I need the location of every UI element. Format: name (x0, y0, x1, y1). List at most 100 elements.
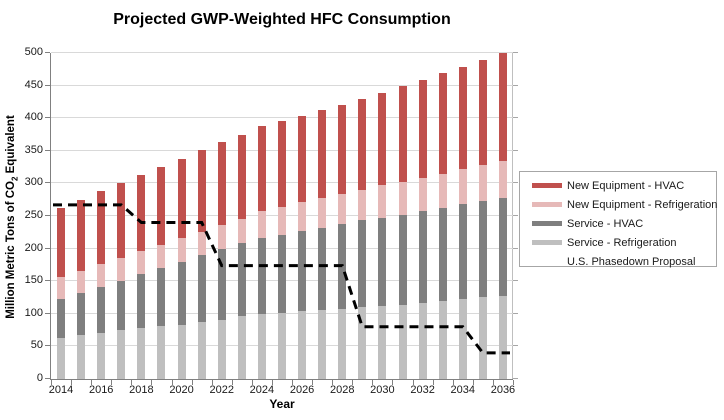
bar-segment-service-refrigeration (117, 330, 126, 379)
bar-2035 (478, 60, 487, 379)
right-border-tick (513, 84, 518, 86)
legend-swatch-new-equipment-hvac-icon (532, 183, 562, 188)
bar-segment-new-equipment-hvac (438, 73, 447, 175)
bar-segment-new-equipment-hvac (278, 120, 286, 207)
chart-title: Projected GWP-Weighted HFC Consumption (113, 11, 451, 28)
bar-segment-service-hvac (57, 299, 66, 338)
right-border-tick (513, 312, 518, 314)
bar-2027 (318, 110, 327, 379)
bar-2023 (237, 134, 246, 379)
bar-segment-new-equipment-hvac (57, 208, 66, 278)
y-axis-tick (45, 52, 50, 53)
x-axis-tick (171, 380, 173, 385)
bar-segment-new-equipment-hvac (197, 150, 206, 232)
x-axis-tick (211, 380, 213, 385)
bar-segment-service-refrigeration (498, 295, 507, 379)
x-axis-line (51, 379, 513, 380)
x-tick-label-2032: 2032 (410, 384, 435, 396)
bar-segment-new-equipment-refrigeration (378, 185, 387, 218)
bar-segment-service-refrigeration (137, 327, 146, 379)
x-tick-label-2026: 2026 (289, 384, 315, 396)
bar-segment-service-hvac (177, 261, 186, 325)
bar-segment-service-refrigeration (57, 337, 66, 379)
bar-segment-new-equipment-refrigeration (438, 174, 447, 208)
y-tick-label-150: 150 (24, 274, 43, 287)
bar-segment-service-hvac (97, 287, 106, 333)
x-axis-title: Year (269, 397, 295, 411)
y-axis-tick (45, 247, 50, 249)
bar-segment-new-equipment-hvac (77, 200, 86, 271)
bar-segment-new-equipment-refrigeration (418, 178, 427, 211)
y-axis-tick (45, 280, 50, 282)
bar-segment-new-equipment-hvac (458, 66, 467, 170)
x-axis-tick (111, 380, 113, 385)
bar-segment-new-equipment-hvac (418, 79, 427, 179)
legend-label-service-refrigeration: Service - Refrigeration (567, 236, 677, 249)
bar-2031 (398, 86, 407, 379)
bar-segment-new-equipment-refrigeration (97, 264, 106, 288)
x-axis-tick (191, 380, 193, 385)
x-tick-label-2036: 2036 (490, 384, 516, 396)
gridline-400 (51, 117, 513, 119)
bar-segment-service-hvac (257, 238, 266, 314)
legend-swatch-service-refrigeration-icon (532, 240, 562, 245)
bar-segment-new-equipment-hvac (378, 92, 387, 186)
x-axis-tick (292, 380, 294, 385)
bar-2016 (97, 191, 106, 379)
x-tick-label-2024: 2024 (249, 384, 275, 396)
bar-segment-service-hvac (117, 280, 126, 331)
bar-2033 (438, 73, 447, 379)
x-axis-tick (271, 380, 273, 385)
bar-segment-new-equipment-refrigeration (117, 257, 126, 281)
bar-segment-new-equipment-hvac (217, 142, 226, 226)
bar-segment-new-equipment-refrigeration (498, 160, 507, 198)
x-axis-tick (71, 380, 73, 385)
y-tick-label-300: 300 (24, 176, 43, 189)
bar-segment-new-equipment-hvac (137, 174, 146, 252)
x-axis-tick (412, 380, 414, 385)
bar-segment-service-hvac (358, 219, 367, 308)
y-axis-tick (45, 84, 50, 86)
y-axis-tick (45, 345, 50, 347)
right-border-tick (513, 182, 518, 184)
right-border-tick (513, 117, 518, 119)
bar-segment-new-equipment-hvac (498, 53, 507, 161)
right-border-tick (513, 247, 518, 249)
bar-segment-service-hvac (77, 292, 86, 336)
x-tick-label-2016: 2016 (88, 384, 114, 396)
plot-right-border (512, 53, 513, 380)
bar-segment-service-refrigeration (438, 301, 447, 379)
x-axis-tick (492, 380, 494, 385)
bar-segment-new-equipment-hvac (338, 104, 347, 194)
x-axis-tick (312, 380, 314, 385)
bar-segment-service-refrigeration (257, 313, 266, 379)
y-tick-label-100: 100 (24, 306, 43, 319)
x-axis-tick (91, 380, 93, 385)
bar-segment-service-hvac (378, 217, 387, 306)
gridline-450 (51, 84, 513, 86)
x-axis-tick (231, 380, 233, 385)
y-axis-tick (45, 182, 50, 184)
bar-segment-service-refrigeration (418, 302, 427, 379)
bar-segment-new-equipment-hvac (177, 158, 186, 239)
bar-segment-new-equipment-refrigeration (197, 231, 206, 256)
bar-segment-service-refrigeration (237, 316, 246, 379)
bar-2022 (217, 142, 226, 379)
bar-2019 (157, 167, 166, 379)
plot-area: 0 50 100 150 200 250 300 350 400 450 500 2014 2016 20… (25, 46, 518, 396)
x-axis-tick (251, 380, 253, 385)
bar-segment-new-equipment-hvac (257, 126, 266, 212)
bar-segment-new-equipment-hvac (298, 115, 307, 202)
bar-segment-service-refrigeration (157, 326, 166, 379)
bar-2018 (137, 174, 146, 379)
bar-segment-new-equipment-refrigeration (358, 189, 367, 220)
legend-item-new-equipment-hvac: New Equipment - HVAC (520, 176, 716, 195)
y-axis-tick (45, 117, 50, 119)
x-tick-label-2018: 2018 (129, 384, 154, 396)
y-tick-label-400: 400 (24, 111, 43, 124)
legend-swatch-new-equipment-refrigeration-icon (532, 202, 562, 207)
bar-2024 (257, 126, 266, 379)
bar-2020 (177, 158, 186, 379)
bar-segment-service-hvac (498, 197, 507, 296)
bar-segment-service-hvac (157, 267, 166, 327)
